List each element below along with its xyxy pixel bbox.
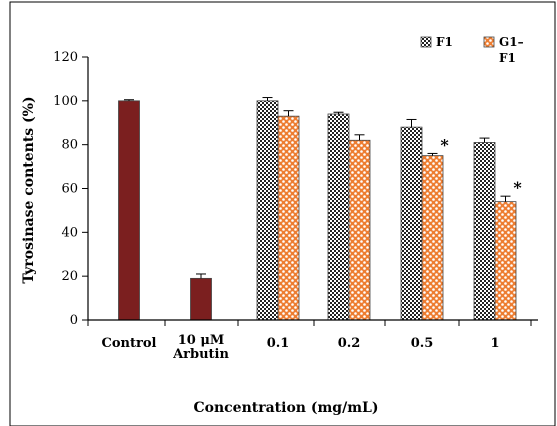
x-tick-label-0: Control (102, 336, 157, 351)
legend-swatch-1 (483, 36, 495, 48)
figure-border (9, 1, 556, 426)
significance-marker-g1f1-4: * (440, 135, 449, 154)
bars-group (118, 100, 517, 321)
bar-control-1 (190, 277, 212, 321)
bar-f1-3 (327, 113, 350, 321)
significance-marker-g1f1-5: * (513, 178, 522, 197)
y-tick-label-1: 20 (61, 269, 78, 284)
labels-group: * * 0 20 40 60 80 100 120 Control 10 μM Arbutin 0.1 0… (53, 50, 522, 362)
bar-g1f1-4 (421, 155, 444, 321)
legend-label-line-2: F1 (499, 51, 516, 65)
y-tick-label-2: 40 (61, 225, 78, 240)
bar-f1-4 (400, 126, 423, 321)
axes-group (82, 56, 538, 326)
bar-f1-2 (256, 100, 279, 321)
y-tick-label-5: 100 (53, 94, 78, 109)
y-axis-title: Tyrosinase contents (%) (21, 96, 37, 283)
x-axis-title: Concentration (mg/mL) (194, 400, 379, 416)
bar-g1f1-5 (494, 201, 517, 321)
y-tick-label-6: 120 (53, 50, 78, 65)
x-tick-label-4: 0.5 (411, 336, 434, 351)
x-tick-label-line-1-1: Arbutin (172, 347, 229, 362)
error-bars-group (124, 97, 511, 279)
legend-swatch-0 (420, 36, 432, 48)
y-tick-label-3: 60 (61, 182, 78, 197)
bar-control-0 (118, 100, 140, 321)
bar-g1f1-3 (348, 139, 371, 321)
x-tick-label-1: 10 μM Arbutin (172, 333, 229, 362)
bar-g1f1-2 (277, 115, 300, 321)
x-tick-label-5: 1 (490, 336, 499, 351)
legend-label-1: G1– F1 (499, 35, 524, 65)
bar-f1-5 (473, 142, 496, 321)
x-tick-label-3: 0.2 (338, 336, 361, 351)
legend: F1 G1– F1 (420, 35, 524, 65)
legend-label-0: F1 (436, 35, 453, 49)
legend-label-line-1: G1– (499, 35, 524, 49)
y-tick-label-4: 80 (61, 138, 78, 153)
x-tick-label-line-1-0: 10 μM (178, 333, 225, 348)
y-tick-label-0: 0 (70, 313, 78, 328)
x-tick-label-2: 0.1 (267, 336, 290, 351)
